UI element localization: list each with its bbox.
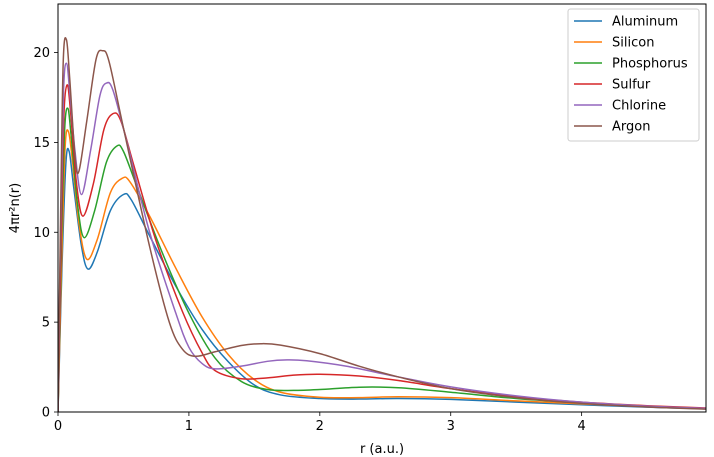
x-tick-label: 4 [577, 419, 585, 434]
series-line-silicon [58, 129, 706, 412]
legend-entry: Aluminum [612, 15, 678, 30]
legend-entry: Chlorine [612, 99, 666, 114]
x-tick-label: 1 [185, 419, 193, 434]
y-axis: 0 5 10 15 20 [33, 46, 58, 421]
legend: Aluminum Silicon Phosphorus Sulfur Chlorine A… [567, 8, 700, 142]
y-tick-label: 10 [33, 226, 50, 241]
x-axis-label: r (a.u.) [360, 442, 404, 457]
series-line-phosphorus [58, 107, 706, 412]
x-tick-label: 3 [447, 419, 455, 434]
y-tick-label: 15 [33, 136, 50, 151]
series-line-aluminum [58, 147, 706, 412]
x-axis: 0 1 2 3 4 [54, 412, 586, 434]
x-tick-label: 0 [54, 419, 62, 434]
y-tick-label: 20 [33, 46, 50, 61]
legend-entry: Silicon [612, 36, 654, 51]
series-line-chlorine [58, 62, 706, 412]
series-line-argon [58, 37, 706, 412]
y-tick-label: 5 [42, 316, 50, 331]
y-axis-label: 4πr²n(r) [8, 183, 23, 233]
plot-frame [57, 3, 707, 413]
legend-entry: Argon [612, 120, 650, 135]
y-tick-label: 0 [42, 406, 50, 421]
x-tick-label: 2 [316, 419, 324, 434]
legend-entry: Sulfur [612, 78, 651, 93]
legend-entry: Phosphorus [612, 57, 688, 72]
